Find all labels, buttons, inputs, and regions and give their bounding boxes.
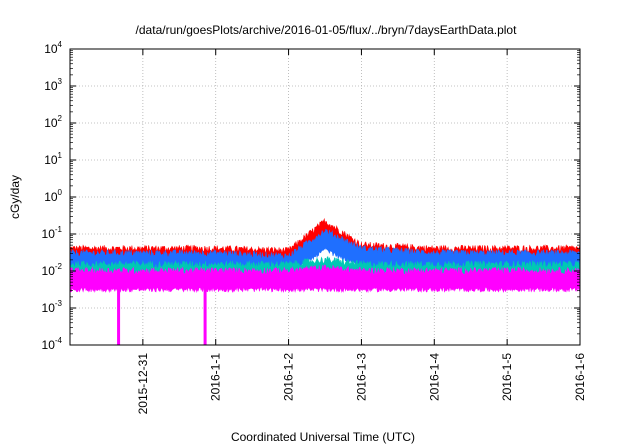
y-tick-label: 102 <box>44 114 62 130</box>
x-tick-label: 2016-1-4 <box>427 353 441 401</box>
x-tick-label: 2016-1-2 <box>282 353 296 401</box>
y-tick-label: 10-1 <box>42 225 63 241</box>
x-tick-label: 2016-1-1 <box>209 353 223 401</box>
x-axis-label: Coordinated Universal Time (UTC) <box>231 430 415 444</box>
y-tick-label: 104 <box>44 40 62 56</box>
x-ticks: 2015-12-31 2016-1-1 2016-1-2 2016-1-3 2016-1… <box>136 49 587 414</box>
y-tick-label: 10-2 <box>42 262 63 278</box>
x-tick-label: 2016-1-6 <box>573 353 587 401</box>
grid <box>70 49 580 345</box>
plot-frame <box>69 48 581 346</box>
y-axis-label: cGy/day <box>8 175 22 219</box>
chart-title: /data/run/goesPlots/archive/2016-01-05/f… <box>136 23 518 37</box>
x-tick-label: 2016-1-5 <box>500 353 514 401</box>
dropout-spike <box>117 285 121 345</box>
x-tick-label: 2015-12-31 <box>136 353 150 415</box>
y-tick-label: 101 <box>44 151 62 167</box>
y-tick-label: 10-3 <box>42 299 63 315</box>
y-ticks: 10-4 10-3 10-2 10-1 100 101 102 103 104 <box>42 40 580 352</box>
y-tick-label: 100 <box>44 188 62 204</box>
dropout-spike <box>203 285 207 345</box>
series-layer <box>69 217 581 345</box>
x-tick-label: 2016-1-3 <box>354 353 368 401</box>
y-tick-label: 103 <box>44 77 62 93</box>
y-tick-label: 10-4 <box>42 336 63 352</box>
